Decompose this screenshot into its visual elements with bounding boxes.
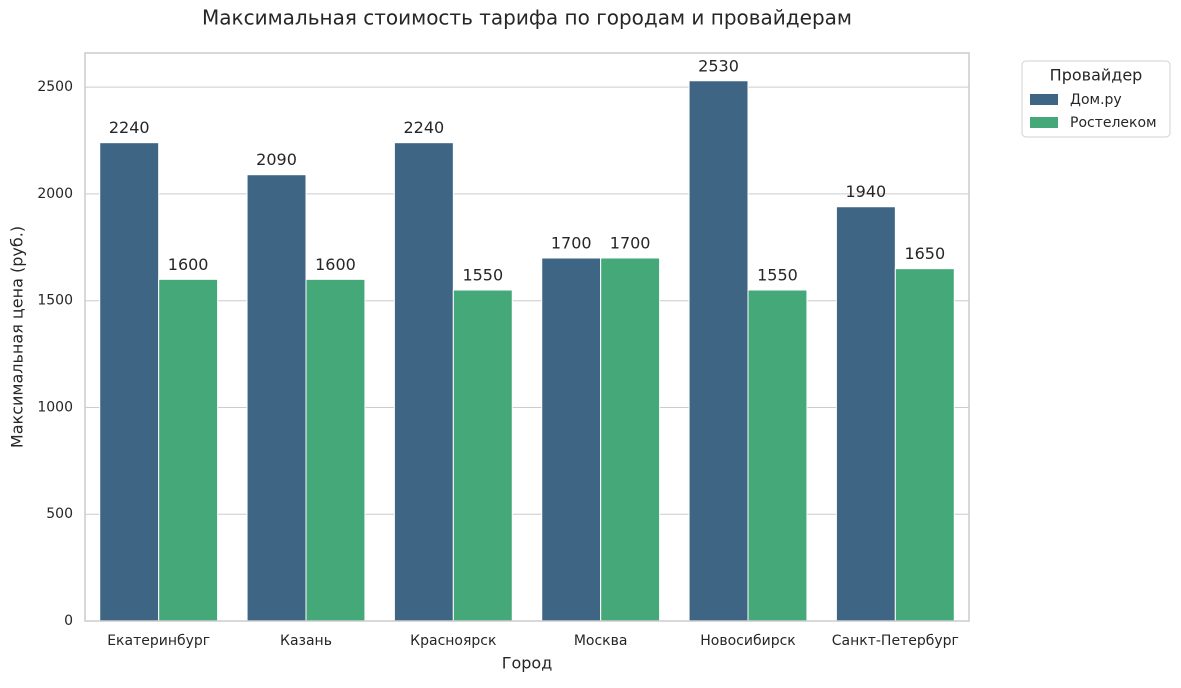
value-label: 1700 [610,233,651,252]
x-tick-label: Красноярск [410,633,496,649]
value-label: 1550 [757,266,798,285]
value-label: 1600 [168,255,209,274]
value-label: 1550 [462,266,503,285]
bar [688,80,749,622]
bar [246,174,307,622]
value-label: 2530 [698,56,739,75]
y-tick-label: 1500 [37,293,73,309]
y-tick-label: 0 [64,613,73,629]
x-tick-label: Екатеринбург [107,633,210,649]
chart-title: Максимальная стоимость тарифа по городам… [202,6,852,30]
bar [835,206,896,622]
x-axis-label: Город [502,654,553,673]
legend-swatch [1030,117,1058,128]
y-tick-label: 1000 [37,399,73,415]
x-tick-label: Новосибирск [700,633,795,649]
value-label: 2090 [256,150,297,169]
bar [600,257,661,622]
bar [99,142,160,622]
x-tick-label: Санкт-Петербург [832,633,959,649]
value-label: 1940 [846,182,887,201]
bar [158,278,219,622]
value-label: 2240 [109,118,150,137]
bar [747,289,808,622]
legend-label: Ростелеком [1070,115,1157,131]
y-tick-label: 500 [46,506,73,522]
x-tick-label: Казань [280,633,332,649]
x-tick-label: Москва [574,633,628,649]
bar [541,257,602,622]
legend-swatch [1030,94,1058,105]
legend-box [1021,60,1171,138]
legend-label: Дом.ру [1070,92,1122,108]
value-label: 1700 [551,233,592,252]
bar [894,268,955,622]
value-label: 1600 [315,255,356,274]
bar [393,142,454,622]
y-tick-label: 2500 [37,79,73,95]
bar [452,289,513,622]
value-label: 2240 [404,118,445,137]
plot-frame [84,52,970,622]
bar [305,278,366,622]
y-axis-label: Максимальная цена (руб.) [8,226,27,448]
y-tick-label: 2000 [37,186,73,202]
value-label: 1650 [904,244,945,263]
legend-title: Провайдер [1050,66,1143,85]
